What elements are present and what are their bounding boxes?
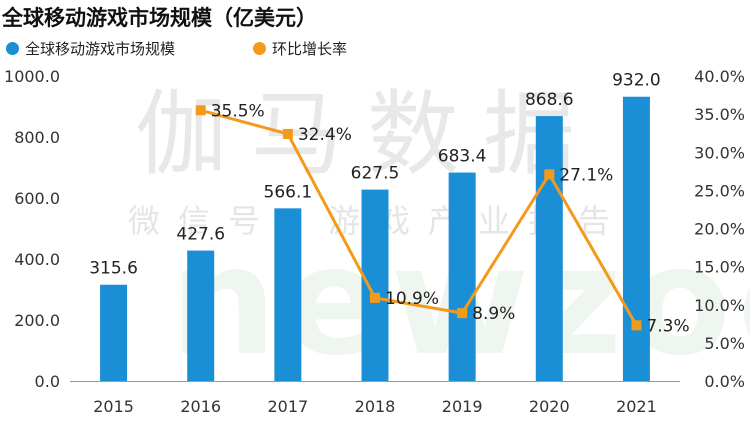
bar-value-label: 315.6 [89, 259, 138, 279]
y-left-tick-label: 400.0 [14, 250, 60, 269]
growth-rate-marker-2020 [544, 169, 555, 180]
legend-item-market-size: 全球移动游戏市场规模 [6, 38, 175, 59]
growth-rate-marker-2019 [457, 308, 468, 319]
growth-rate-label: 10.9% [385, 289, 439, 309]
y-right-tick-label: 40.0% [694, 67, 745, 86]
bar-value-label: 683.4 [438, 147, 487, 167]
legend-label-growth-rate: 环比增长率 [272, 40, 348, 58]
legend: 全球移动游戏市场规模 环比增长率 [6, 38, 347, 59]
bar-2019 [448, 172, 476, 381]
y-right-tick-label: 0.0% [704, 372, 745, 391]
growth-rate-label: 7.3% [646, 316, 689, 336]
x-tick-label: 2015 [93, 397, 134, 416]
y-left-tick-label: 200.0 [14, 311, 60, 330]
x-tick-label: 2019 [442, 397, 483, 416]
bar-value-label: 566.1 [264, 182, 313, 202]
y-right-tick-label: 5.0% [704, 334, 745, 353]
legend-marker-growth-rate [253, 42, 267, 55]
growth-rate-label: 35.5% [211, 101, 265, 121]
y-left-tick-label: 800.0 [14, 128, 60, 147]
bar-2017 [274, 208, 302, 381]
bar-value-label: 868.6 [525, 90, 574, 110]
bar-2018 [361, 189, 389, 381]
x-tick-label: 2018 [355, 397, 396, 416]
legend-item-growth-rate: 环比增长率 [253, 38, 347, 59]
growth-rate-marker-2017 [282, 128, 293, 139]
y-left-tick-label: 1000.0 [4, 67, 60, 86]
y-right-tick-label: 30.0% [694, 143, 745, 162]
bar-value-label: 627.5 [351, 164, 400, 184]
growth-rate-label: 32.4% [298, 125, 352, 145]
x-tick-label: 2016 [180, 397, 221, 416]
x-tick-label: 2020 [529, 397, 570, 416]
y-right-tick-label: 20.0% [694, 220, 745, 239]
bar-2021 [622, 96, 650, 382]
growth-rate-marker-2016 [195, 105, 206, 116]
growth-rate-line [200, 108, 638, 327]
bar-2015 [100, 284, 128, 381]
y-right-tick-label: 35.0% [694, 105, 745, 124]
y-right-tick-label: 15.0% [694, 258, 745, 277]
growth-rate-label: 8.9% [472, 304, 515, 324]
bar-2016 [187, 250, 215, 381]
bar-value-label: 932.0 [612, 71, 661, 91]
growth-rate-label: 27.1% [559, 165, 613, 185]
growth-rate-marker-2018 [370, 292, 380, 303]
bar-2020 [535, 116, 563, 382]
x-tick-label: 2017 [267, 397, 308, 416]
x-tick-label: 2021 [616, 397, 657, 416]
bar-value-label: 427.6 [176, 225, 225, 245]
chart-title: 全球移动游戏市场规模（亿美元） [2, 6, 317, 30]
y-left-tick-label: 0.0 [35, 372, 60, 391]
y-right-tick-label: 10.0% [694, 296, 745, 315]
y-right-tick-label: 25.0% [694, 181, 745, 200]
legend-label-market-size: 全球移动游戏市场规模 [25, 40, 176, 58]
growth-rate-marker-2021 [631, 320, 642, 331]
legend-marker-market-size [6, 42, 19, 55]
y-left-tick-label: 600.0 [14, 189, 60, 208]
